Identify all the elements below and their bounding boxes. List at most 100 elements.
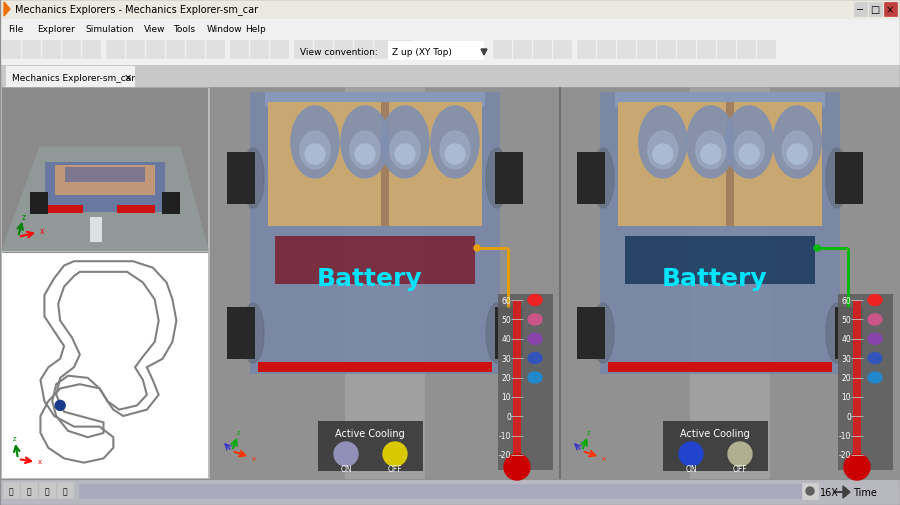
Bar xyxy=(697,41,715,59)
Bar xyxy=(513,41,531,59)
Bar xyxy=(45,163,165,213)
Bar xyxy=(617,41,635,59)
Text: z: z xyxy=(13,435,16,441)
Text: 30: 30 xyxy=(842,354,851,363)
Text: x: x xyxy=(38,458,42,464)
Text: Help: Help xyxy=(246,24,266,33)
Ellipse shape xyxy=(486,304,508,363)
Bar xyxy=(493,41,511,59)
Bar xyxy=(227,308,255,359)
Text: z: z xyxy=(22,212,26,221)
Ellipse shape xyxy=(528,334,542,344)
Circle shape xyxy=(504,454,530,480)
Text: 0: 0 xyxy=(506,412,511,421)
Text: ⏭: ⏭ xyxy=(63,486,68,495)
Ellipse shape xyxy=(725,107,773,179)
Text: ⏵: ⏵ xyxy=(45,486,50,495)
Text: File: File xyxy=(8,24,23,33)
Ellipse shape xyxy=(868,353,882,364)
Bar xyxy=(577,41,595,59)
Bar xyxy=(354,41,372,59)
Bar xyxy=(757,41,775,59)
Circle shape xyxy=(395,145,415,165)
Ellipse shape xyxy=(431,107,479,179)
Text: 60: 60 xyxy=(842,296,851,305)
Ellipse shape xyxy=(341,107,389,179)
Text: 0: 0 xyxy=(846,412,851,421)
Bar xyxy=(210,88,560,479)
Bar xyxy=(126,41,144,59)
Bar xyxy=(663,421,768,471)
Text: Active Cooling: Active Cooling xyxy=(680,428,750,438)
Circle shape xyxy=(445,145,465,165)
Text: ON: ON xyxy=(685,465,697,474)
Ellipse shape xyxy=(291,107,339,179)
Bar xyxy=(227,153,255,205)
Bar xyxy=(560,88,900,479)
Text: ×: × xyxy=(886,5,894,15)
Bar xyxy=(79,484,805,498)
Ellipse shape xyxy=(826,148,848,209)
Bar xyxy=(250,41,268,59)
Text: x: x xyxy=(40,227,44,236)
Bar xyxy=(318,421,423,471)
Ellipse shape xyxy=(528,314,542,325)
Bar xyxy=(553,41,571,59)
Circle shape xyxy=(701,145,721,165)
Bar xyxy=(838,294,893,470)
Bar xyxy=(835,308,863,359)
Text: OFF: OFF xyxy=(733,465,747,474)
Bar xyxy=(577,153,605,205)
Bar xyxy=(615,93,825,108)
Bar xyxy=(884,3,897,17)
Bar xyxy=(618,103,822,227)
Ellipse shape xyxy=(868,372,882,383)
Bar xyxy=(166,41,184,59)
Text: Mechanics Explorers - Mechanics Explorer-sm_car: Mechanics Explorers - Mechanics Explorer… xyxy=(15,5,258,16)
Text: 10: 10 xyxy=(842,392,851,401)
Bar xyxy=(334,41,352,59)
Text: Battery: Battery xyxy=(317,267,423,290)
Circle shape xyxy=(788,145,807,165)
Bar xyxy=(853,300,861,455)
Bar xyxy=(2,254,208,478)
Bar xyxy=(162,192,180,215)
Circle shape xyxy=(652,145,673,165)
Bar xyxy=(206,41,224,59)
Bar xyxy=(625,236,815,284)
Bar xyxy=(0,20,900,38)
Bar xyxy=(600,93,840,374)
Ellipse shape xyxy=(242,304,264,363)
Text: -20: -20 xyxy=(839,450,851,460)
Bar xyxy=(0,66,900,88)
Bar xyxy=(637,41,655,59)
Bar xyxy=(381,103,389,227)
Bar xyxy=(42,41,60,59)
Bar xyxy=(106,41,124,59)
Bar xyxy=(835,153,863,205)
Text: Window: Window xyxy=(207,24,242,33)
Text: x: x xyxy=(602,455,606,461)
Ellipse shape xyxy=(592,148,614,209)
Text: Battery: Battery xyxy=(662,267,768,290)
Ellipse shape xyxy=(440,132,470,170)
Text: 20: 20 xyxy=(842,373,851,382)
Bar xyxy=(314,41,332,59)
Ellipse shape xyxy=(528,372,542,383)
Ellipse shape xyxy=(592,304,614,363)
Bar xyxy=(39,482,55,498)
Circle shape xyxy=(55,400,65,411)
Text: z: z xyxy=(237,429,240,435)
Text: Simulation: Simulation xyxy=(86,24,134,33)
Bar xyxy=(82,41,100,59)
Ellipse shape xyxy=(868,334,882,344)
Bar xyxy=(717,41,735,59)
Bar xyxy=(0,479,900,505)
Text: Mechanics Explorer-sm_car: Mechanics Explorer-sm_car xyxy=(12,73,135,82)
Bar xyxy=(869,3,882,17)
Bar xyxy=(0,88,210,479)
Ellipse shape xyxy=(350,132,380,170)
Ellipse shape xyxy=(687,107,734,179)
Bar xyxy=(597,41,615,59)
Bar xyxy=(55,166,155,195)
